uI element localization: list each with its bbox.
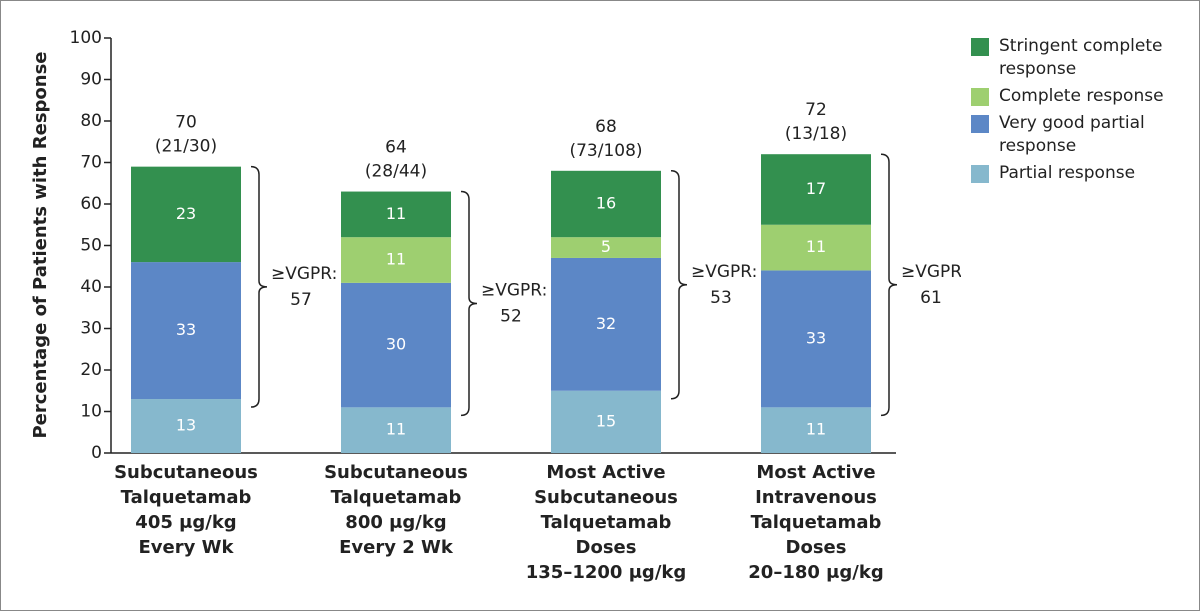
- y-tick-label: 100: [70, 28, 102, 48]
- legend-label: Stringent complete response: [999, 36, 1163, 79]
- total-label: 70: [175, 113, 197, 133]
- legend-item: Complete response: [971, 86, 1171, 108]
- y-tick-label: 0: [91, 443, 102, 463]
- y-tick-label: 40: [80, 277, 102, 297]
- x-tick-label: Talquetamab: [541, 512, 672, 533]
- vgpr-label: ≥VGPR:: [901, 262, 961, 282]
- y-tick-label: 30: [80, 319, 102, 339]
- legend-item: Stringent complete response: [971, 36, 1171, 81]
- chart: Percentage of Patients with Response 0 10…: [30, 28, 967, 583]
- count-label: (13/18): [785, 124, 847, 144]
- total-label: 72: [805, 100, 827, 120]
- bar-segment: [131, 166, 241, 263]
- segment-label: 30: [386, 335, 406, 354]
- segment-label: 11: [386, 204, 406, 223]
- segment-label: 33: [806, 328, 826, 347]
- bar-segment: [341, 407, 451, 453]
- segment-label: 33: [176, 320, 196, 339]
- x-tick-label: Intravenous: [755, 487, 877, 508]
- count-label: (73/108): [569, 141, 642, 161]
- segment-label: 23: [176, 204, 196, 223]
- vgpr-value: 52: [500, 306, 522, 326]
- count-label: (21/30): [155, 137, 217, 157]
- x-tick-label: 20–180 μg/kg: [748, 562, 883, 583]
- y-tick-label: 50: [80, 236, 102, 256]
- segment-label: 32: [596, 314, 616, 333]
- segment-label: 11: [386, 250, 406, 269]
- segment-label: 13: [176, 416, 196, 435]
- segment-label: 16: [596, 194, 616, 213]
- x-tick-label: 800 μg/kg: [345, 512, 446, 533]
- bar-segment: [551, 257, 661, 391]
- segment-label: 17: [806, 179, 826, 198]
- y-tick-label: 70: [80, 153, 102, 173]
- segment-label: 11: [806, 237, 826, 256]
- y-tick-label: 10: [80, 402, 102, 422]
- bar-segment: [761, 224, 871, 271]
- vgpr-value: 53: [710, 288, 732, 308]
- bracket: [880, 153, 898, 417]
- total-label: 68: [595, 117, 617, 137]
- x-tick-label: Most Active: [756, 462, 875, 483]
- y-tick-label: 90: [80, 70, 102, 90]
- x-tick-label: Most Active: [546, 462, 665, 483]
- bracket: [460, 190, 478, 417]
- x-tick-label: Talquetamab: [751, 512, 882, 533]
- segment-label: 15: [596, 411, 616, 430]
- y-tick-label: 60: [80, 194, 102, 214]
- bar-segment: [341, 282, 451, 408]
- vgpr-value: 57: [290, 290, 312, 310]
- bar-segment: [341, 237, 451, 283]
- x-tick-label: Talquetamab: [331, 487, 462, 508]
- x-tick-label: 405 μg/kg: [135, 512, 236, 533]
- count-label: (28/44): [365, 162, 427, 182]
- legend-item: Very good partial response: [971, 113, 1171, 158]
- bar-segment: [551, 390, 661, 453]
- legend-label: Very good partial response: [999, 113, 1145, 156]
- bar-segment: [341, 191, 451, 238]
- bracket: [670, 170, 688, 400]
- x-tick-label: Every 2 Wk: [339, 537, 454, 558]
- legend-item: Partial response: [971, 163, 1171, 185]
- legend-swatch: [971, 115, 989, 133]
- x-tick-label: Subcutaneous: [534, 487, 678, 508]
- x-tick-label: Talquetamab: [121, 487, 252, 508]
- total-label: 64: [385, 138, 407, 158]
- x-tick-label: Doses: [576, 537, 637, 558]
- bar-segment: [761, 270, 871, 408]
- y-axis-label: Percentage of Patients with Response: [30, 51, 51, 438]
- x-tick-label: Subcutaneous: [114, 462, 258, 483]
- segment-label: 11: [386, 420, 406, 439]
- x-tick-label: Every Wk: [139, 537, 235, 558]
- segment-label: 11: [806, 420, 826, 439]
- vgpr-label: ≥VGPR:: [271, 264, 337, 284]
- segment-label: 5: [601, 237, 611, 256]
- legend-label: Partial response: [999, 163, 1136, 183]
- vgpr-value: 61: [920, 288, 942, 308]
- legend: Stringent complete response Complete resp…: [971, 36, 1171, 191]
- x-tick-label: 135–1200 μg/kg: [526, 562, 687, 583]
- legend-swatch: [971, 38, 989, 56]
- bracket: [250, 165, 268, 408]
- vgpr-label: ≥VGPR:: [691, 262, 757, 282]
- legend-swatch: [971, 88, 989, 106]
- vgpr-label: ≥VGPR:: [481, 280, 547, 300]
- bar-segment: [761, 154, 871, 225]
- bar-segment: [761, 407, 871, 453]
- y-tick-label: 20: [80, 360, 102, 380]
- legend-label: Complete response: [999, 86, 1164, 106]
- bar-segment: [131, 399, 241, 453]
- bar-segment: [551, 237, 661, 258]
- bar-segment: [551, 170, 661, 238]
- legend-swatch: [971, 165, 989, 183]
- x-tick-label: Doses: [786, 537, 847, 558]
- x-tick-label: Subcutaneous: [324, 462, 468, 483]
- y-tick-label: 80: [80, 111, 102, 131]
- bar-segment: [131, 262, 241, 400]
